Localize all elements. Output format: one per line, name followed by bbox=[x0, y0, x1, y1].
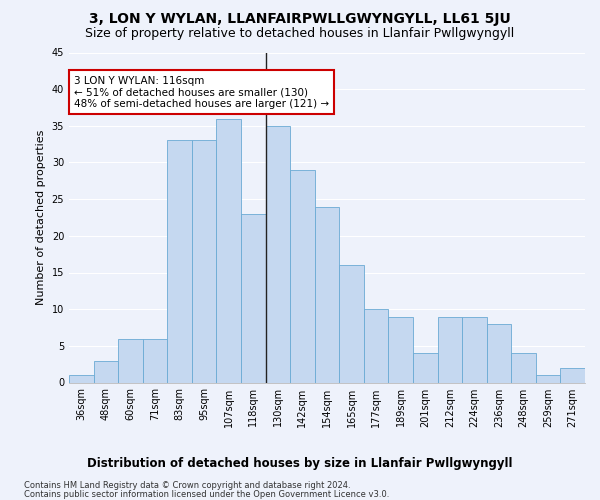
Bar bbox=[241, 214, 266, 382]
Bar bbox=[339, 265, 364, 382]
Bar bbox=[217, 118, 241, 382]
Bar bbox=[167, 140, 192, 382]
Text: Contains public sector information licensed under the Open Government Licence v3: Contains public sector information licen… bbox=[24, 490, 389, 499]
Text: 3, LON Y WYLAN, LLANFAIRPWLLGWYNGYLL, LL61 5JU: 3, LON Y WYLAN, LLANFAIRPWLLGWYNGYLL, LL… bbox=[89, 12, 511, 26]
Bar bbox=[266, 126, 290, 382]
Y-axis label: Number of detached properties: Number of detached properties bbox=[36, 130, 46, 305]
Bar bbox=[143, 338, 167, 382]
Bar bbox=[94, 360, 118, 382]
Bar bbox=[462, 316, 487, 382]
Bar bbox=[487, 324, 511, 382]
Bar bbox=[192, 140, 217, 382]
Bar bbox=[511, 353, 536, 382]
Bar bbox=[560, 368, 585, 382]
Text: Contains HM Land Registry data © Crown copyright and database right 2024.: Contains HM Land Registry data © Crown c… bbox=[24, 481, 350, 490]
Bar bbox=[290, 170, 315, 382]
Bar bbox=[315, 206, 339, 382]
Bar bbox=[118, 338, 143, 382]
Bar bbox=[413, 353, 437, 382]
Text: Distribution of detached houses by size in Llanfair Pwllgwyngyll: Distribution of detached houses by size … bbox=[87, 458, 513, 470]
Bar bbox=[69, 375, 94, 382]
Bar bbox=[437, 316, 462, 382]
Bar bbox=[388, 316, 413, 382]
Text: Size of property relative to detached houses in Llanfair Pwllgwyngyll: Size of property relative to detached ho… bbox=[85, 28, 515, 40]
Text: 3 LON Y WYLAN: 116sqm
← 51% of detached houses are smaller (130)
48% of semi-det: 3 LON Y WYLAN: 116sqm ← 51% of detached … bbox=[74, 76, 329, 109]
Bar bbox=[364, 309, 388, 382]
Bar bbox=[536, 375, 560, 382]
